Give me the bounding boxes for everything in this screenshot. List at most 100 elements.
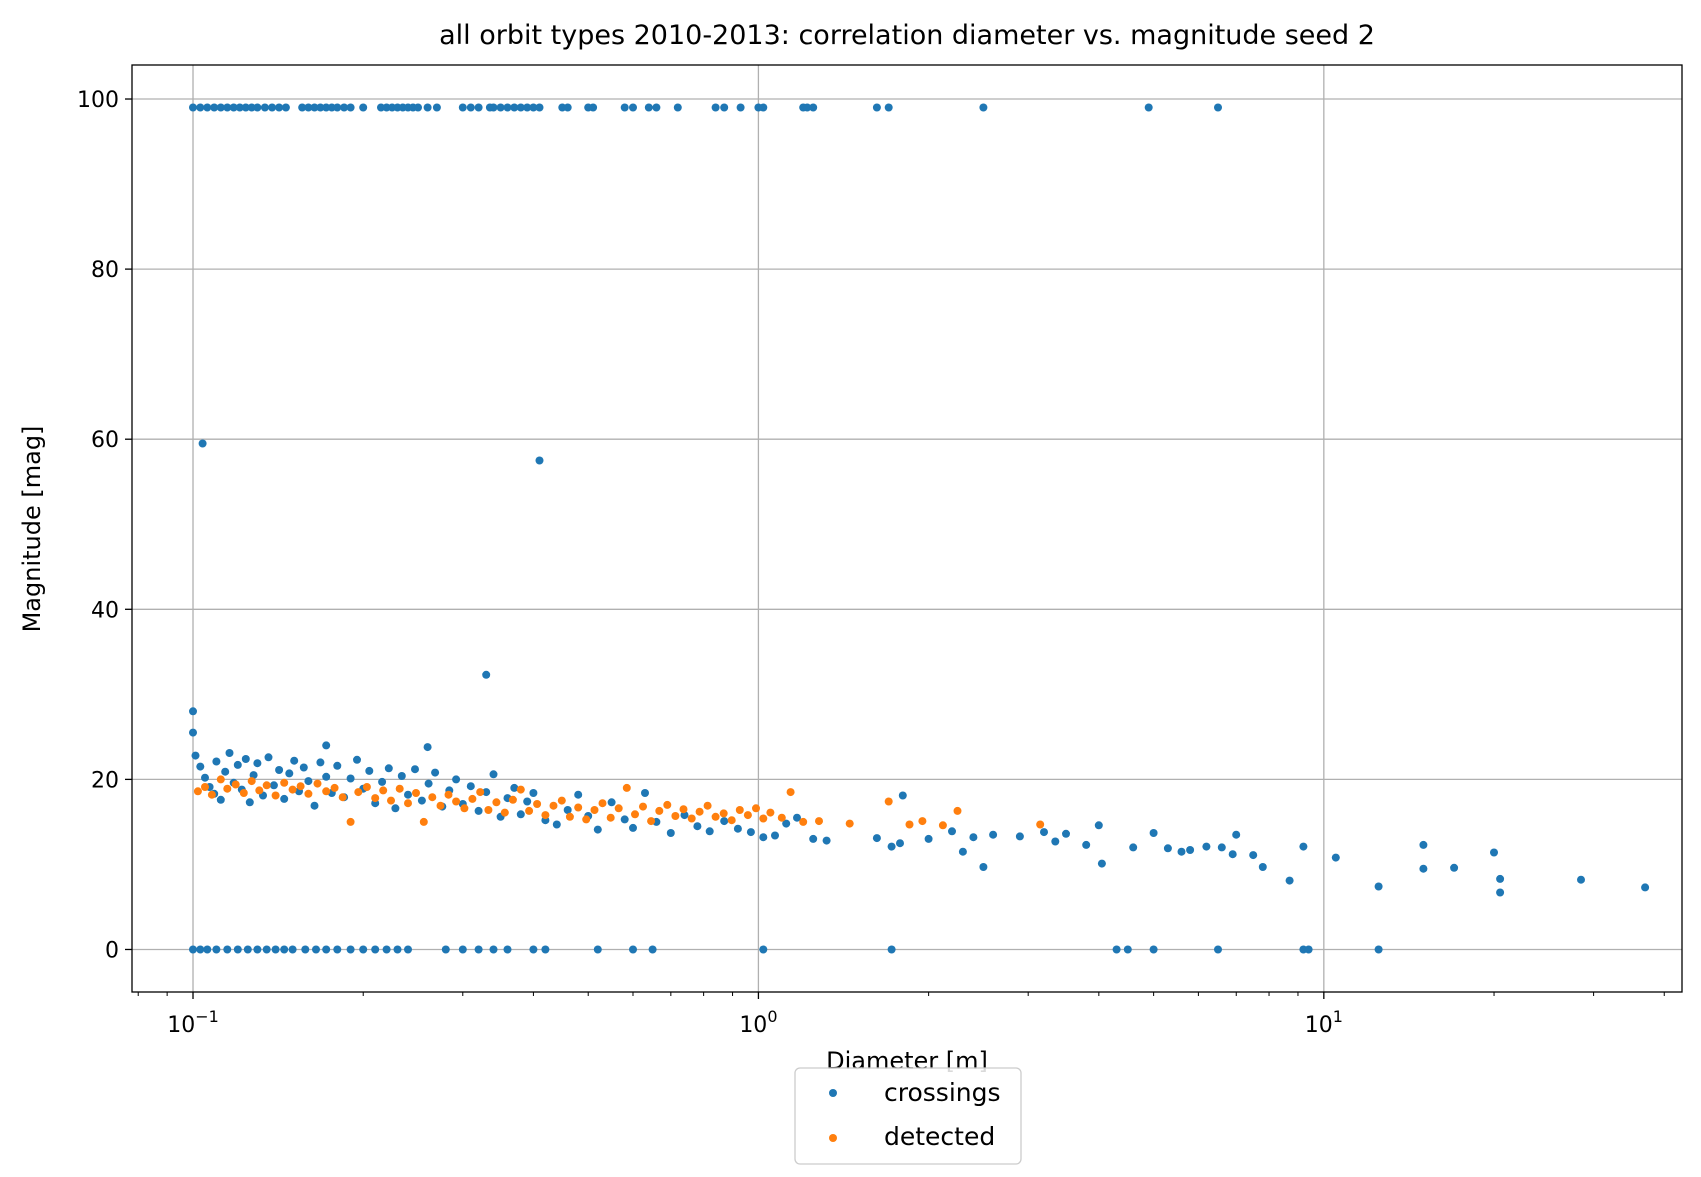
- point-detected: [1036, 820, 1045, 829]
- point-crossings: [432, 103, 441, 112]
- point-detected: [500, 808, 509, 817]
- point-crossings: [474, 103, 483, 112]
- point-crossings: [1123, 945, 1132, 954]
- point-detected: [590, 806, 599, 814]
- point-detected: [631, 810, 639, 819]
- point-crossings: [1419, 840, 1428, 849]
- point-crossings: [489, 770, 498, 779]
- point-crossings: [1232, 830, 1241, 839]
- point-crossings: [489, 103, 498, 112]
- point-detected: [460, 804, 469, 813]
- point-detected: [639, 802, 647, 811]
- point-detected: [404, 799, 412, 808]
- point-crossings: [327, 103, 336, 112]
- point-crossings: [809, 103, 818, 112]
- point-crossings: [365, 766, 374, 775]
- point-crossings: [359, 103, 368, 112]
- point-crossings: [1214, 945, 1222, 954]
- point-detected: [262, 781, 271, 790]
- point-crossings: [1299, 842, 1308, 851]
- point-crossings: [243, 945, 252, 954]
- point-crossings: [989, 830, 998, 839]
- point-detected: [614, 804, 623, 813]
- point-crossings: [1214, 103, 1222, 112]
- point-crossings: [1374, 882, 1383, 891]
- x-tick-label: 101: [1305, 1007, 1343, 1038]
- point-crossings: [196, 762, 205, 771]
- point-crossings: [247, 103, 256, 112]
- x-tick-label: 10−1: [167, 1007, 219, 1038]
- point-crossings: [771, 831, 779, 840]
- point-crossings: [979, 103, 988, 112]
- point-crossings: [316, 103, 325, 112]
- point-crossings: [216, 795, 225, 804]
- legend-marker-detected: [829, 1134, 837, 1142]
- point-crossings: [1450, 863, 1459, 872]
- y-tick-label: 80: [91, 258, 119, 283]
- point-crossings: [644, 103, 653, 112]
- point-crossings: [620, 815, 629, 824]
- point-crossings: [411, 765, 419, 774]
- point-crossings: [431, 768, 440, 777]
- point-crossings: [322, 772, 331, 781]
- point-crossings: [322, 945, 331, 954]
- point-crossings: [822, 836, 831, 845]
- point-crossings: [720, 817, 729, 826]
- point-crossings: [563, 806, 572, 814]
- plot-frame: [131, 64, 1683, 993]
- point-detected: [231, 780, 240, 789]
- point-crossings: [1062, 829, 1070, 838]
- point-crossings: [268, 103, 277, 112]
- point-detected: [687, 814, 696, 823]
- point-detected: [582, 815, 591, 824]
- point-crossings: [377, 103, 385, 112]
- point-crossings: [404, 945, 412, 954]
- point-crossings: [1641, 883, 1650, 892]
- point-crossings: [288, 945, 297, 954]
- point-crossings: [1577, 875, 1585, 884]
- point-crossings: [629, 945, 637, 954]
- point-crossings: [1258, 863, 1267, 871]
- point-detected: [845, 819, 854, 828]
- point-detected: [395, 784, 404, 793]
- point-detected: [371, 794, 380, 803]
- point-crossings: [441, 945, 450, 954]
- point-crossings: [1285, 876, 1294, 885]
- point-crossings: [1186, 846, 1195, 854]
- legend-label-crossings: crossings: [884, 1078, 1001, 1107]
- point-crossings: [253, 759, 262, 768]
- point-detected: [338, 793, 347, 802]
- point-crossings: [233, 945, 242, 954]
- point-crossings: [253, 103, 262, 112]
- point-crossings: [458, 945, 467, 954]
- point-crossings: [496, 103, 505, 112]
- point-crossings: [359, 945, 368, 954]
- point-crossings: [629, 823, 637, 832]
- data-points: [189, 103, 1650, 954]
- point-detected: [905, 820, 914, 829]
- point-crossings: [759, 945, 768, 954]
- point-detected: [918, 817, 927, 826]
- point-crossings: [1040, 828, 1048, 837]
- point-crossings: [322, 103, 331, 112]
- point-crossings: [593, 945, 602, 954]
- point-crossings: [353, 755, 361, 764]
- point-crossings: [212, 757, 221, 766]
- point-crossings: [482, 788, 491, 797]
- point-crossings: [333, 761, 342, 770]
- point-crossings: [589, 103, 598, 112]
- point-crossings: [809, 834, 818, 843]
- point-crossings: [253, 945, 262, 954]
- point-crossings: [290, 756, 299, 765]
- point-detected: [735, 806, 744, 814]
- point-crossings: [482, 670, 491, 679]
- point-crossings: [382, 103, 391, 112]
- point-detected: [207, 790, 216, 799]
- point-crossings: [269, 781, 278, 790]
- point-crossings: [1419, 864, 1428, 873]
- point-crossings: [264, 753, 273, 762]
- point-crossings: [423, 103, 432, 112]
- point-detected: [541, 811, 550, 820]
- point-detected: [703, 801, 712, 810]
